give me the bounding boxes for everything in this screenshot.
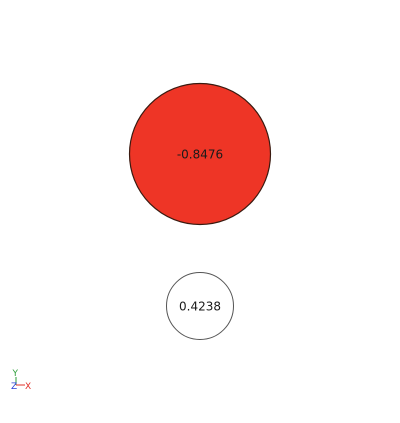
z-axis-label: Z xyxy=(11,382,17,392)
atom-charge-label: -0.8476 xyxy=(177,148,223,162)
atom-charge-label: 0.4238 xyxy=(179,300,221,314)
atom-hydrogen[interactable]: 0.4238 xyxy=(167,273,234,340)
atom-oxygen[interactable]: -0.8476 xyxy=(130,84,271,225)
x-axis-label: X xyxy=(25,382,31,392)
orientation-axes: Y Z X xyxy=(11,369,31,392)
y-axis-label: Y xyxy=(12,369,19,379)
